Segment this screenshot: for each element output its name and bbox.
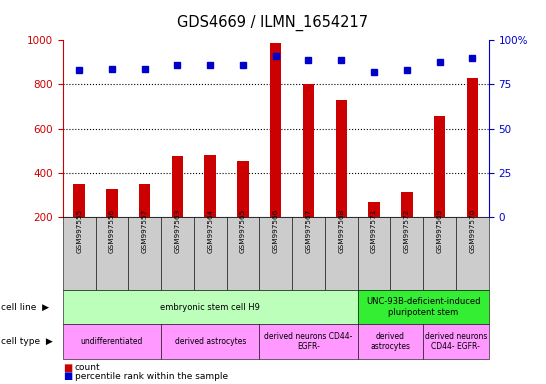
Text: GSM997555: GSM997555 [76,209,82,253]
Text: GSM997567: GSM997567 [306,209,311,253]
Bar [270,43,282,217]
Text: GSM997568: GSM997568 [339,209,344,253]
Text: percentile rank within the sample: percentile rank within the sample [75,372,228,381]
Bar [368,202,380,217]
Text: GSM997572: GSM997572 [404,209,410,253]
Bar [401,192,413,217]
Bar [238,161,249,217]
Bar [302,84,314,217]
Text: cell type  ▶: cell type ▶ [1,337,53,346]
Text: derived astrocytes: derived astrocytes [175,337,246,346]
Text: count: count [75,363,100,372]
Text: UNC-93B-deficient-induced
pluripotent stem: UNC-93B-deficient-induced pluripotent st… [366,298,480,317]
Text: GSM997571: GSM997571 [371,209,377,253]
Text: GSM997566: GSM997566 [273,209,278,253]
Bar [204,155,216,217]
Bar [139,184,151,217]
Text: ■: ■ [63,371,72,381]
Text: undifferentiated: undifferentiated [81,337,143,346]
Text: GSM997557: GSM997557 [142,209,147,253]
Text: cell line  ▶: cell line ▶ [1,303,49,312]
Text: derived
astrocytes: derived astrocytes [370,332,411,351]
Text: GSM997570: GSM997570 [470,209,475,253]
Bar [466,78,478,217]
Text: derived neurons CD44-
EGFR-: derived neurons CD44- EGFR- [264,332,353,351]
Text: embryonic stem cell H9: embryonic stem cell H9 [161,303,260,312]
Text: GSM997563: GSM997563 [175,209,180,253]
Text: GSM997569: GSM997569 [437,209,442,253]
Text: derived neurons
CD44- EGFR-: derived neurons CD44- EGFR- [425,332,487,351]
Bar [73,184,85,217]
Text: GSM997564: GSM997564 [207,209,213,253]
Text: ■: ■ [63,363,72,373]
Bar [335,100,347,217]
Bar [106,189,118,217]
Bar [171,156,183,217]
Bar [434,116,446,217]
Text: GSM997565: GSM997565 [240,209,246,253]
Text: GSM997556: GSM997556 [109,209,115,253]
Text: GDS4669 / ILMN_1654217: GDS4669 / ILMN_1654217 [177,15,369,31]
